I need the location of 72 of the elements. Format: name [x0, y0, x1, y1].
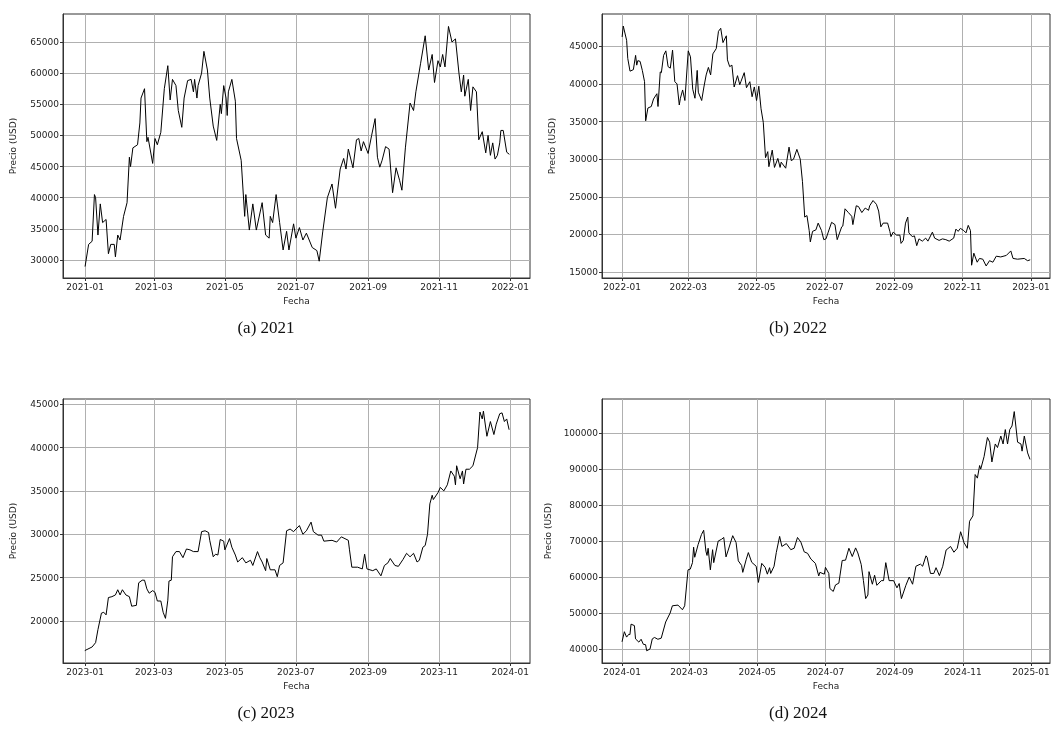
y-tick-label: 35000	[30, 485, 60, 496]
x-tick-label: 2024-01	[603, 666, 641, 677]
y-tick-label: 25000	[569, 191, 599, 202]
x-tick-label: 2021-05	[206, 281, 244, 292]
x-tick-label: 2024-11	[944, 666, 982, 677]
text: (b) 2022	[768, 318, 828, 337]
x-tick-label: 2021-01	[66, 281, 104, 292]
x-tick-label: 2021-03	[135, 281, 173, 292]
x-tick-label: 2022-07	[806, 281, 844, 292]
x-axis-title: Fecha	[812, 680, 840, 691]
y-tick-label: 40000	[569, 643, 599, 654]
y-tick-label: 50000	[569, 608, 599, 619]
y-tick-label: 65000	[30, 37, 60, 48]
y-tick-label: 45000	[30, 399, 60, 410]
x-tick-label: 2024-09	[875, 666, 914, 677]
line-series	[621, 411, 1031, 652]
y-tick-label: 90000	[569, 464, 599, 475]
x-tick-label: 2021-07	[277, 281, 315, 292]
y-tick-label: 30000	[30, 529, 60, 540]
text: (c) 2023	[237, 703, 295, 722]
x-tick-label: 2024-03	[670, 666, 708, 677]
y-tick-label: 45000	[30, 161, 60, 172]
y-tick-label: 45000	[569, 41, 599, 52]
text: (a) 2021	[237, 318, 295, 337]
x-tick-label: 2023-01	[66, 666, 104, 677]
x-tick-label: 2023-05	[206, 666, 244, 677]
x-tick-label: 2023-07	[277, 666, 315, 677]
y-tick-label: 40000	[30, 442, 60, 453]
y-tick-label: 60000	[30, 68, 60, 79]
x-tick-label: 2025-01	[1012, 666, 1050, 677]
y-tick-label: 20000	[569, 229, 599, 240]
x-axis-title: Fecha	[812, 295, 840, 306]
y-tick-label: 20000	[30, 615, 60, 626]
y-tick-label: 35000	[569, 116, 599, 127]
x-tick-label: 2022-01	[491, 281, 530, 292]
y-tick-label: 30000	[30, 254, 60, 265]
x-tick-label: 2023-03	[135, 666, 173, 677]
x-tick-label: 2022-03	[669, 281, 708, 292]
x-tick-label: 2024-07	[806, 666, 845, 677]
y-axis-title: Precio (USD)	[546, 117, 557, 175]
y-tick-label: 35000	[30, 223, 60, 234]
x-tick-label: 2024-05	[738, 666, 777, 677]
y-tick-label: 80000	[569, 500, 599, 511]
y-axis-title: Precio (USD)	[7, 117, 18, 175]
x-tick-label: 2022-01	[603, 281, 641, 292]
y-tick-label: 55000	[30, 99, 60, 110]
y-tick-label: 60000	[569, 572, 599, 583]
x-axis-title: Fecha	[283, 295, 310, 306]
x-tick-label: 2022-05	[737, 281, 776, 292]
line-series	[84, 25, 510, 267]
line-series	[621, 25, 1031, 267]
x-tick-label: 2023-01	[1012, 281, 1050, 292]
y-tick-label: 25000	[30, 572, 60, 583]
y-axis-title: Precio (USD)	[543, 502, 554, 560]
x-axis-title: Fecha	[283, 680, 310, 691]
y-tick-label: 40000	[30, 192, 60, 203]
line-series	[84, 410, 510, 651]
y-tick-label: 100000	[563, 428, 599, 439]
y-tick-label: 70000	[569, 536, 599, 547]
y-tick-label: 50000	[30, 130, 60, 141]
y-tick-label: 30000	[569, 154, 599, 165]
y-tick-label: 15000	[569, 266, 599, 277]
y-tick-label: 40000	[569, 78, 599, 89]
x-tick-label: 2021-11	[420, 281, 458, 292]
text: (d) 2024	[768, 703, 828, 722]
x-tick-label: 2022-11	[943, 281, 982, 292]
x-tick-label: 2023-11	[420, 666, 458, 677]
y-axis-title: Precio (USD)	[7, 502, 18, 560]
x-tick-label: 2022-09	[875, 281, 914, 292]
x-tick-label: 2024-01	[491, 666, 530, 677]
x-tick-label: 2023-09	[349, 666, 388, 677]
x-tick-label: 2021-09	[349, 281, 388, 292]
